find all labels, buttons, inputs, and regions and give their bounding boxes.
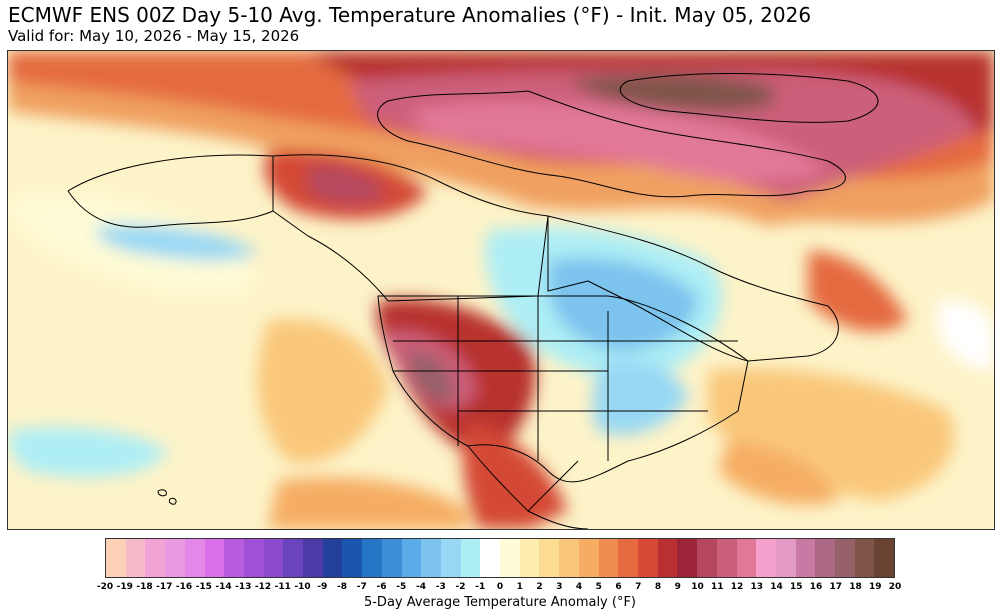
colorbar-swatch [342, 539, 363, 577]
colorbar-swatch [874, 539, 895, 577]
colorbar-tick-label: 17 [829, 582, 843, 592]
colorbar-tick-label: -7 [356, 582, 367, 592]
colorbar-swatch [815, 539, 836, 577]
colorbar-tick-label: 20 [888, 582, 902, 592]
colorbar-swatch [263, 539, 284, 577]
colorbar-tick-label: 16 [809, 582, 823, 592]
colorbar-swatch [401, 539, 422, 577]
colorbar-tick-label: -15 [195, 582, 212, 592]
colorbar-tick-label: -8 [337, 582, 347, 592]
colorbar-tick-label: -10 [294, 582, 311, 592]
colorbar-swatch [854, 539, 875, 577]
colorbar-swatch [756, 539, 776, 577]
colorbar-ticks: -20 -19 -18 -17 -16 -15 -14 -13 -12 -11 -10 -9 -8 -7-… [97, 582, 901, 594]
colorbar-swatch [106, 539, 126, 577]
colorbar-swatch [637, 539, 658, 577]
colorbar [105, 538, 895, 578]
anomaly-map [7, 50, 995, 530]
colorbar-swatch [440, 539, 461, 577]
colorbar-tick-label: -4 [416, 582, 426, 592]
colorbar-swatch [539, 539, 560, 577]
colorbar-tick-label: -1 [475, 582, 486, 592]
colorbar-swatch [618, 539, 638, 577]
colorbar-tick-label: 11 [710, 582, 724, 592]
colorbar-swatch [165, 539, 185, 577]
colorbar-tick-label: 2 [536, 582, 543, 592]
map-title: ECMWF ENS 00Z Day 5-10 Avg. Temperature … [8, 3, 812, 27]
colorbar-swatch [578, 539, 599, 577]
colorbar-tick-label: -5 [396, 582, 407, 592]
colorbar-tick-label: -9 [317, 582, 328, 592]
colorbar-swatch [500, 539, 520, 577]
colorbar-tick-label: -20 [96, 582, 114, 592]
colorbar-tick-label: 15 [789, 582, 803, 592]
colorbar-tick-label: 3 [556, 582, 563, 592]
colorbar-tick-label: 0 [496, 582, 504, 592]
colorbar-swatch [145, 539, 166, 577]
colorbar-tick-label: 4 [575, 582, 583, 592]
colorbar-tick-label: 9 [674, 582, 681, 592]
colorbar-tick-label: 1 [516, 582, 523, 592]
colorbar-tick-label: 7 [635, 582, 642, 592]
colorbar-tick-label: -17 [156, 582, 173, 592]
colorbar-swatch [697, 539, 717, 577]
colorbar-label: 5-Day Average Temperature Anomaly (°F) [363, 595, 637, 610]
colorbar-swatch [657, 539, 678, 577]
colorbar-tick-label: -12 [254, 582, 272, 592]
colorbar-tick-label: -6 [376, 582, 387, 592]
colorbar-tick-label: -3 [435, 582, 446, 592]
colorbar-tick-label: 18 [849, 582, 862, 592]
colorbar-swatch [421, 539, 441, 577]
colorbar-tick-label: -18 [136, 582, 153, 592]
colorbar-tick-label: -16 [175, 582, 193, 592]
colorbar-swatch [519, 539, 540, 577]
colorbar-tick-label: -13 [235, 582, 252, 592]
colorbar-tick-label: 12 [730, 582, 744, 592]
colorbar-tick-label: -14 [215, 582, 232, 592]
colorbar-swatch [598, 539, 619, 577]
colorbar-swatch [322, 539, 343, 577]
colorbar-tick-label: 10 [691, 582, 704, 592]
colorbar-swatch [204, 539, 225, 577]
colorbar-swatch [677, 539, 698, 577]
colorbar-swatch [184, 539, 205, 577]
colorbar-swatch [775, 539, 796, 577]
colorbar-swatch [795, 539, 816, 577]
colorbar-swatch [381, 539, 402, 577]
colorbar-tick-label: 5 [595, 582, 602, 592]
colorbar-swatch [716, 539, 737, 577]
colorbar-tick-label: 6 [615, 582, 622, 592]
colorbar-swatch [224, 539, 244, 577]
colorbar-swatch [303, 539, 323, 577]
colorbar-swatch [559, 539, 579, 577]
colorbar-swatch [362, 539, 382, 577]
valid-period: Valid for: May 10, 2026 - May 15, 2026 [8, 27, 300, 45]
colorbar-tick-label: 13 [750, 582, 764, 592]
colorbar-tick-label: 19 [868, 582, 882, 592]
colorbar-tick-label: 8 [654, 582, 662, 592]
colorbar-swatch [480, 539, 501, 577]
colorbar-swatch [125, 539, 146, 577]
colorbar-swatch [243, 539, 264, 577]
colorbar-tick-label: 14 [770, 582, 783, 592]
colorbar-tick-label: -2 [455, 582, 466, 592]
colorbar-swatch [460, 539, 481, 577]
colorbar-tick-label: -19 [116, 582, 133, 592]
colorbar-swatch [835, 539, 855, 577]
colorbar-tick-label: -11 [274, 582, 291, 592]
colorbar-swatch [283, 539, 304, 577]
colorbar-swatch [736, 539, 757, 577]
